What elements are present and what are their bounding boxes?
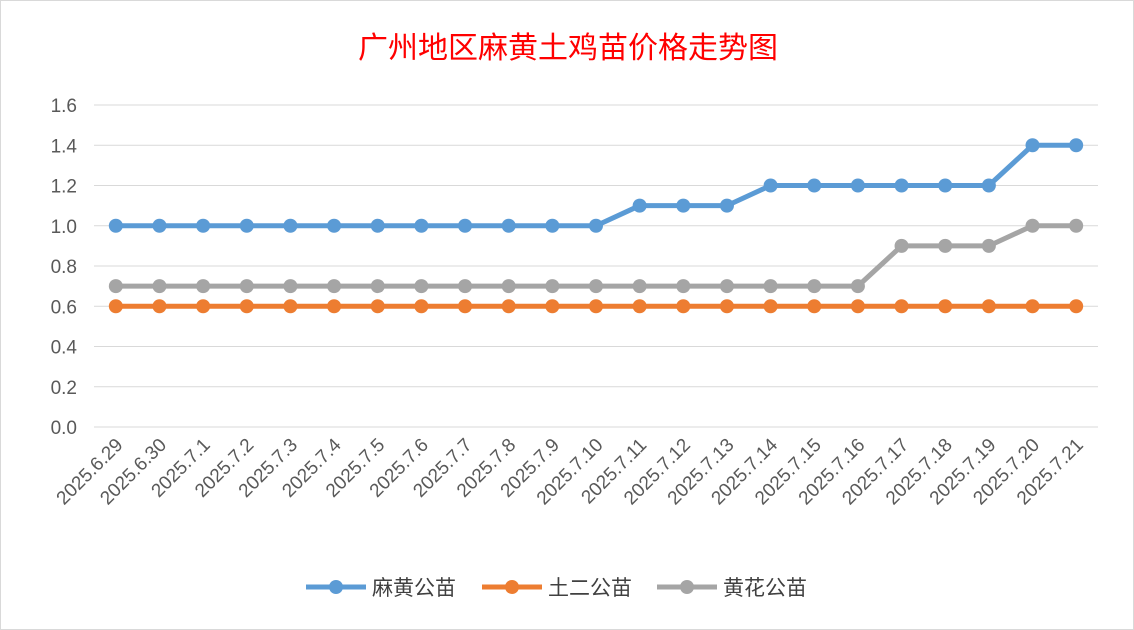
data-point xyxy=(719,198,734,213)
data-point xyxy=(850,178,865,193)
data-point xyxy=(1069,299,1084,314)
data-point xyxy=(807,178,822,193)
data-point xyxy=(894,238,909,253)
y-tick-label: 1.4 xyxy=(51,136,78,157)
series-line xyxy=(115,223,1077,289)
data-point xyxy=(632,198,647,213)
data-point xyxy=(239,279,254,294)
y-tick-label: 1.2 xyxy=(51,177,77,198)
legend-marker xyxy=(680,580,694,594)
legend-marker xyxy=(329,580,343,594)
data-point xyxy=(196,299,211,314)
grid-lines xyxy=(94,104,1098,428)
data-point xyxy=(938,238,953,253)
legend-label: 黄花公苗 xyxy=(723,576,807,600)
data-point xyxy=(632,279,647,294)
data-point xyxy=(676,299,691,314)
data-point xyxy=(458,218,473,233)
data-point xyxy=(545,218,560,233)
data-point xyxy=(632,299,647,314)
y-tick-label: 0.6 xyxy=(51,297,77,318)
data-point xyxy=(370,218,385,233)
data-point xyxy=(501,279,516,294)
data-point xyxy=(283,279,298,294)
data-point xyxy=(981,299,996,314)
data-point xyxy=(545,279,560,294)
data-point xyxy=(763,178,778,193)
data-point xyxy=(108,279,123,294)
data-point xyxy=(152,299,167,314)
data-point xyxy=(938,178,953,193)
data-point xyxy=(545,299,560,314)
legend-label: 麻黄公苗 xyxy=(372,576,456,600)
data-point xyxy=(589,299,603,314)
data-point xyxy=(152,218,167,233)
data-point xyxy=(981,238,996,253)
y-tick-label: 0.2 xyxy=(51,378,77,399)
data-point xyxy=(719,299,734,314)
data-point xyxy=(108,299,123,314)
chart-title: 广州地区麻黄土鸡苗价格走势图 xyxy=(358,31,778,66)
data-point xyxy=(894,178,909,193)
data-point xyxy=(589,279,603,294)
data-point xyxy=(763,299,778,314)
data-point xyxy=(458,299,473,314)
y-tick-label: 1.6 xyxy=(51,96,77,117)
data-point xyxy=(676,279,691,294)
data-point xyxy=(1069,218,1084,233)
data-point xyxy=(370,279,385,294)
data-point xyxy=(283,299,298,314)
data-point xyxy=(239,218,254,233)
data-point xyxy=(327,218,342,233)
y-tick-label: 0.8 xyxy=(51,257,77,278)
data-point xyxy=(501,218,516,233)
data-point xyxy=(676,198,691,213)
legend-label: 土二公苗 xyxy=(548,576,632,600)
data-point xyxy=(108,218,123,233)
data-point xyxy=(196,218,211,233)
data-point xyxy=(239,299,254,314)
data-point xyxy=(501,299,516,314)
data-point xyxy=(414,279,429,294)
y-tick-label: 0.0 xyxy=(51,418,77,439)
data-point xyxy=(327,279,342,294)
data-point xyxy=(1025,218,1040,233)
data-point xyxy=(850,299,865,314)
data-point xyxy=(1025,299,1040,314)
data-point xyxy=(807,279,822,294)
data-point xyxy=(1069,138,1084,153)
data-point xyxy=(894,299,909,314)
data-point xyxy=(283,218,298,233)
data-point xyxy=(152,279,167,294)
data-point xyxy=(370,299,385,314)
data-point xyxy=(763,279,778,294)
y-tick-label: 1.0 xyxy=(51,217,77,238)
y-tick-label: 0.4 xyxy=(51,338,78,359)
data-point xyxy=(850,279,865,294)
data-point xyxy=(807,299,822,314)
data-point xyxy=(414,299,429,314)
data-point xyxy=(719,279,734,294)
data-point xyxy=(1025,138,1040,153)
data-point xyxy=(196,279,211,294)
data-point xyxy=(938,299,953,314)
data-point xyxy=(981,178,996,193)
y-tick-labels: 0.0 0.2 0.4 0.6 0.8 1.0 1.2 1.4 1.6 xyxy=(51,96,78,439)
data-point xyxy=(458,279,473,294)
data-point xyxy=(327,299,342,314)
x-tick-labels: 2025.6.292025.6.302025.7.12025.7.22025.7… xyxy=(53,434,1088,509)
series-points xyxy=(108,138,1084,314)
legend: 麻黄公苗 土二公苗 黄花公苗 xyxy=(306,576,807,600)
data-point xyxy=(589,218,603,233)
data-point xyxy=(414,218,429,233)
legend-marker xyxy=(505,580,519,594)
